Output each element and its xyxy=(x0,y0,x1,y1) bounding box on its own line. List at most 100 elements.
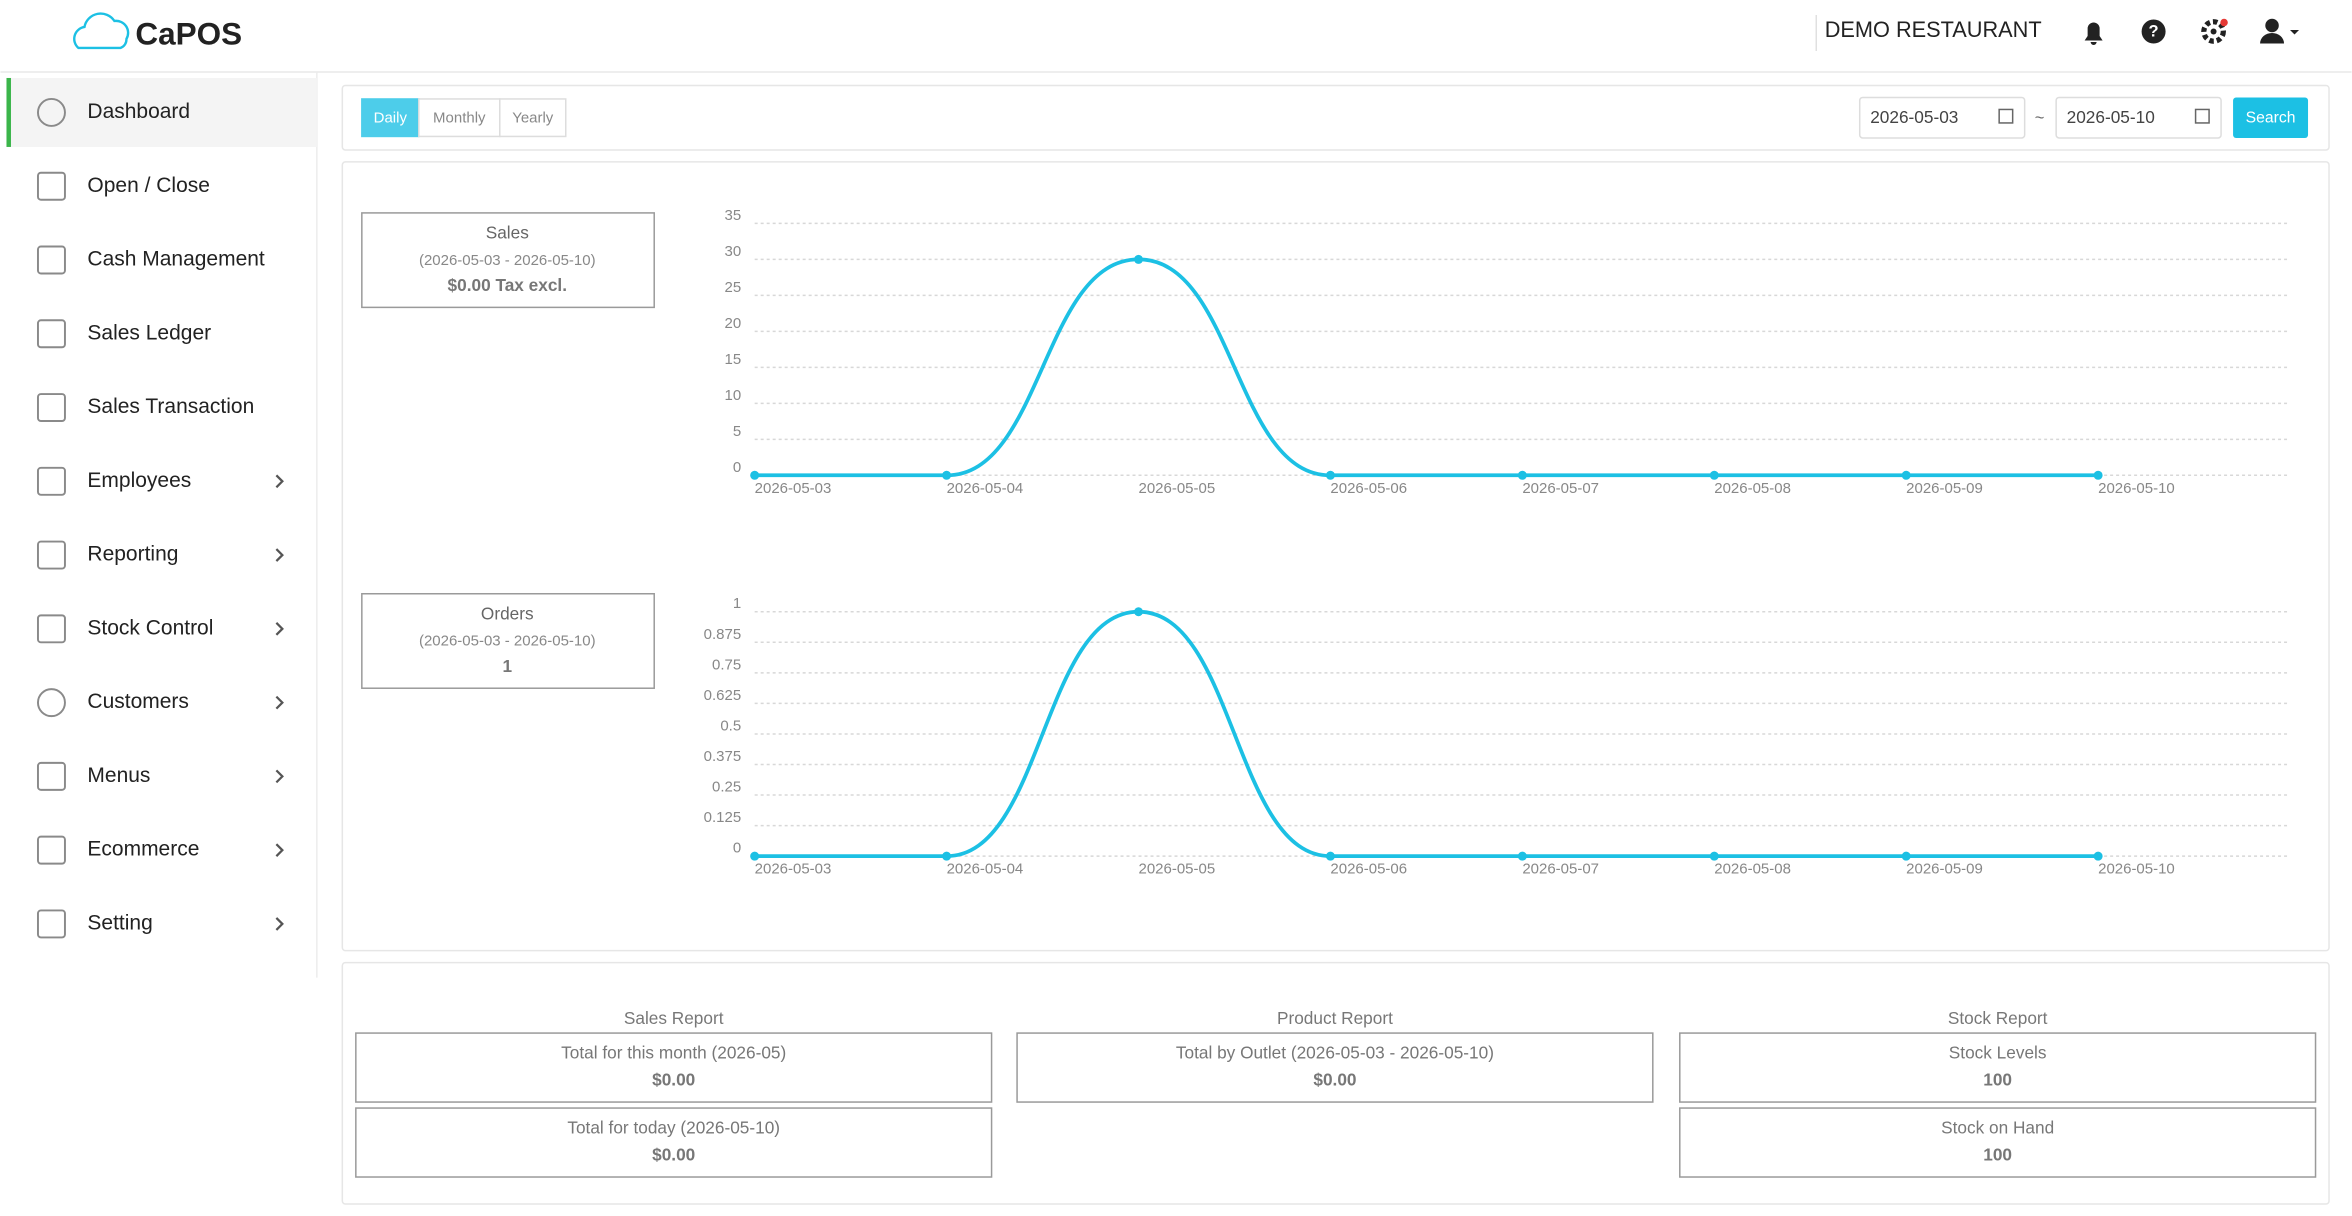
menu-item[interactable]: Reporting xyxy=(87,543,178,566)
toolbar-controls: Daily Monthly Yearly 2026-05-03 2026-05-10 ~ S… xyxy=(361,96,2309,139)
menu-icon xyxy=(36,466,66,496)
series-point xyxy=(1325,851,1335,861)
report-title: Sales Report xyxy=(624,1008,724,1028)
calendar-icon xyxy=(1998,108,2014,124)
y-tick-label: 0.875 xyxy=(704,626,742,643)
x-tick-label: 2026-05-04 xyxy=(947,480,1024,497)
menu-item[interactable]: Cash Management xyxy=(87,248,264,271)
series-point xyxy=(1517,851,1527,861)
y-tick-label: 15 xyxy=(725,351,742,368)
menu-item[interactable]: Stock Control xyxy=(87,616,213,639)
x-tick-label: 2026-05-05 xyxy=(1139,861,1216,878)
menu-item[interactable]: Setting xyxy=(87,911,152,934)
report-card[interactable] xyxy=(355,1107,993,1178)
user-body xyxy=(2260,32,2285,44)
x-tick-label: 2026-05-09 xyxy=(1906,480,1983,497)
x-tick-label: 2026-05-05 xyxy=(1139,480,1216,497)
report-value: $0.00 xyxy=(652,1070,695,1090)
menu-icon xyxy=(36,688,66,718)
menu-chevron xyxy=(275,548,284,562)
menu-item[interactable]: Open / Close xyxy=(87,174,209,197)
y-tick-label: 0.5 xyxy=(720,717,741,734)
summary-range: (2026-05-03 - 2026-05-10) xyxy=(419,633,596,650)
y-tick-label: 20 xyxy=(725,315,742,332)
menu-chevron xyxy=(275,622,284,636)
charts: Sales (2026-05-03 - 2026-05-10) $0.00 Tax … xyxy=(361,207,2291,878)
series-point xyxy=(942,470,952,480)
report-label: Total for today (2026-05-10) xyxy=(567,1118,780,1138)
notifications-icon[interactable] xyxy=(2084,22,2103,45)
series-point xyxy=(1134,254,1144,264)
y-tick-label: 0.375 xyxy=(704,748,742,765)
menu-item[interactable]: Dashboard xyxy=(87,100,190,123)
logo-icon xyxy=(73,12,130,50)
y-tick-label: 0.25 xyxy=(712,779,741,796)
date-input[interactable] xyxy=(1858,96,2026,139)
settings-icon[interactable] xyxy=(2201,19,2226,44)
report-title: Stock Report xyxy=(1948,1008,2048,1028)
menu-item[interactable]: Customers xyxy=(87,690,188,713)
calendar-icon xyxy=(2194,108,2210,124)
y-tick-label: 0 xyxy=(733,840,741,857)
toolbar xyxy=(341,84,2330,151)
series-point xyxy=(1709,470,1719,480)
report-card[interactable] xyxy=(1679,1107,2317,1178)
period-label: Monthly xyxy=(433,109,486,126)
report-card[interactable] xyxy=(1679,1032,2317,1103)
series-point xyxy=(2093,851,2103,861)
x-tick-label: 2026-05-06 xyxy=(1330,861,1407,878)
report-value: $0.00 xyxy=(1313,1070,1356,1090)
x-tick-label: 2026-05-04 xyxy=(947,861,1024,878)
menu-item[interactable]: Employees xyxy=(87,469,191,492)
report-label: Stock Levels xyxy=(1949,1043,2047,1063)
x-tick-label: 2026-05-03 xyxy=(755,861,832,878)
menu-icon xyxy=(36,835,66,865)
series-point xyxy=(1517,470,1527,480)
store-name[interactable]: DEMO RESTAURANT xyxy=(1825,17,2042,42)
y-tick-label: 30 xyxy=(725,243,742,260)
menu-item[interactable]: Sales Transaction xyxy=(87,395,254,418)
y-tick-label: 35 xyxy=(725,207,742,224)
menu-icon xyxy=(36,614,66,644)
search-button[interactable] xyxy=(2233,97,2309,138)
menu-icon xyxy=(36,909,66,939)
help-icon[interactable] xyxy=(2141,19,2166,44)
logo[interactable]: CaPOS xyxy=(135,16,242,51)
reports: Sales Report Total for this month (2026-0… xyxy=(355,1008,2317,1178)
x-tick-label: 2026-05-06 xyxy=(1330,480,1407,497)
x-tick-label: 2026-05-03 xyxy=(755,480,832,497)
series-point xyxy=(1901,851,1911,861)
report-card[interactable] xyxy=(355,1032,993,1103)
menu-icon xyxy=(36,245,66,275)
summary-title: Orders xyxy=(481,603,534,623)
user-icon[interactable] xyxy=(2265,18,2279,33)
menu-chevron xyxy=(275,695,284,710)
menu-item[interactable]: Ecommerce xyxy=(87,838,199,861)
series-point xyxy=(942,851,952,861)
menu-item[interactable]: Sales Ledger xyxy=(87,321,211,344)
menu-icon xyxy=(36,171,66,201)
report-card[interactable] xyxy=(1016,1032,1654,1103)
report-label: Total by Outlet (2026-05-03 - 2026-05-10… xyxy=(1176,1043,1494,1063)
report-label: Total for this month (2026-05) xyxy=(561,1043,786,1063)
menu-icon xyxy=(36,97,66,127)
sidebar: Dashboard Open / Close Cash Management Sale… xyxy=(6,77,317,939)
date-separator: ~ xyxy=(2035,109,2045,127)
y-tick-label: 25 xyxy=(725,279,742,296)
date-input[interactable] xyxy=(2055,96,2222,139)
x-tick-label: 2026-05-07 xyxy=(1522,861,1599,878)
menu-item[interactable]: Menus xyxy=(87,764,150,787)
help-glyph: ? xyxy=(2149,23,2159,41)
report-value: 100 xyxy=(1983,1070,2012,1090)
active-item-bg xyxy=(6,77,317,147)
x-tick-label: 2026-05-08 xyxy=(1714,861,1791,878)
report-title: Product Report xyxy=(1277,1008,1393,1028)
chart: Orders (2026-05-03 - 2026-05-10) 1 0 0.125 0.… xyxy=(361,593,2291,878)
period-label: Daily xyxy=(374,109,408,126)
period-button[interactable] xyxy=(499,98,567,138)
y-tick-label: 5 xyxy=(733,423,741,440)
menu-chevron xyxy=(275,843,284,857)
menu-icon xyxy=(36,540,66,570)
search-label: Search xyxy=(2246,110,2296,127)
